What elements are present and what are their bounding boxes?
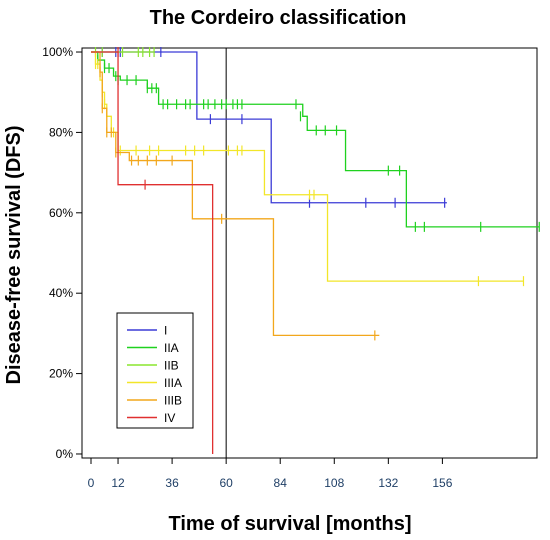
- y-tick-label: 40%: [49, 286, 73, 300]
- legend-box: [116, 312, 194, 429]
- x-tick-label: 84: [274, 476, 288, 490]
- legend-label-I: I: [164, 324, 167, 338]
- legend-label-IIA: IIA: [164, 341, 179, 355]
- y-tick-label: 80%: [49, 125, 73, 139]
- y-axis: 0% 20% 40% 60% 80% 100%: [42, 45, 82, 461]
- series-I: [91, 47, 447, 208]
- y-tick-label: 60%: [49, 206, 73, 220]
- x-tick-label: 156: [432, 476, 452, 490]
- legend-label-IIIB: IIIB: [164, 394, 182, 408]
- x-axis-title: Time of survival [months]: [168, 513, 411, 535]
- x-tick-label: 12: [111, 476, 125, 490]
- plot-frame: [81, 47, 538, 459]
- y-tick-label: 100%: [42, 45, 73, 59]
- y-tick-label: 0%: [56, 447, 74, 461]
- legend-label-IIB: IIB: [164, 359, 179, 373]
- survival-curve-I: [91, 51, 447, 204]
- series-IV: [91, 47, 214, 454]
- chart-title: The Cordeiro classification: [150, 7, 407, 29]
- x-tick-label: 108: [324, 476, 344, 490]
- series-IIIB: [91, 51, 380, 341]
- y-tick-label: 20%: [49, 367, 73, 381]
- x-tick-label: 132: [378, 476, 398, 490]
- series-IIA: [91, 51, 540, 232]
- x-axis: 0 12 36 60 84 108 132 156: [88, 458, 453, 490]
- x-tick-label: 36: [165, 476, 179, 490]
- survival-curve-IIIB: [91, 51, 380, 337]
- y-axis-title: Disease-free survival (DFS): [3, 125, 25, 384]
- survival-curve-IV: [91, 51, 214, 454]
- survival-curve-IIA: [91, 51, 540, 228]
- x-tick-label: 60: [219, 476, 233, 490]
- legend-label-IIIA: IIIA: [164, 376, 182, 390]
- x-tick-label: 0: [88, 476, 95, 490]
- series-layer: [91, 47, 540, 454]
- legend-label-IV: IV: [164, 411, 175, 425]
